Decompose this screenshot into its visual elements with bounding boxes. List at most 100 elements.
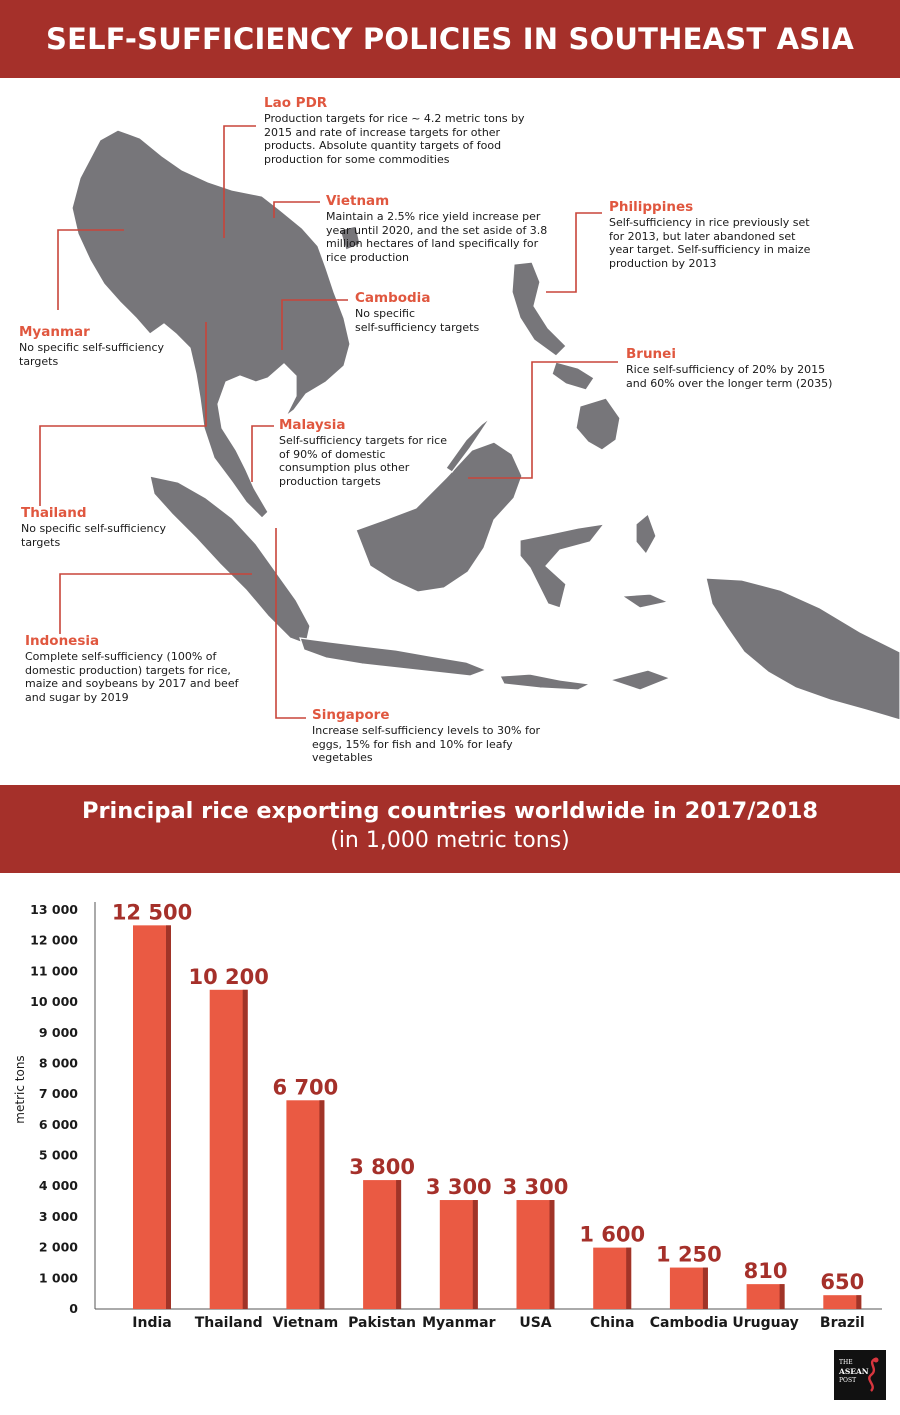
data-label: 1 250 (656, 1243, 722, 1267)
y-tick-label: 6 000 (39, 1117, 78, 1132)
country-name-vietnam: Vietnam (326, 193, 390, 209)
country-desc-lao-4: production for some commodities (264, 152, 450, 166)
y-tick-label: 8 000 (39, 1055, 78, 1070)
bar-shadow-china (626, 1247, 632, 1309)
country-desc-cambodia-1: No specific (355, 307, 416, 320)
country-name-lao: Lao PDR (264, 95, 328, 111)
y-axis-label: metric tons (13, 1055, 27, 1123)
country-name-singapore: Singapore (312, 707, 390, 723)
y-tick-label: 5 000 (39, 1148, 78, 1163)
data-label: 650 (820, 1270, 864, 1294)
country-name-brunei: Brunei (626, 346, 676, 362)
country-desc-philippines-3: year target. Self-sufficiency in maize (609, 243, 811, 257)
country-name-cambodia: Cambodia (355, 290, 431, 306)
country-block-malaysia: Malaysia Self-sufficiency targets for ri… (279, 417, 479, 488)
y-tick-label: 13 000 (30, 902, 78, 917)
leader-line-myanmar (57, 229, 124, 310)
data-label: 3 300 (426, 1175, 492, 1199)
bar-uruguay (746, 1284, 785, 1309)
country-block-singapore: Singapore Increase self-sufficiency leve… (312, 707, 592, 765)
x-tick-label: Pakistan (348, 1315, 416, 1331)
country-desc-philippines-2: for 2013, but later abandoned set (609, 229, 796, 243)
x-tick-label: Vietnam (273, 1315, 339, 1331)
leader-line-brunei (468, 361, 618, 479)
leader-line-cambodia (281, 299, 348, 350)
country-desc-myanmar-1: No specific self-sufficiency (19, 341, 165, 354)
country-block-thailand: Thailand No specific self-sufficiency ta… (21, 505, 211, 549)
data-label: 12 500 (112, 900, 192, 924)
map-land-mainland (71, 129, 351, 519)
country-desc-singapore-2: eggs, 15% for fish and 10% for leafy (312, 737, 513, 751)
country-block-indonesia: Indonesia Complete self-sufficiency (100… (25, 633, 285, 704)
country-block-cambodia: Cambodia No specific self-sufficiency ta… (355, 290, 535, 334)
country-desc-singapore-1: Increase self-sufficiency levels to 30% … (312, 724, 541, 737)
map-land-halmahera (635, 512, 657, 556)
country-desc-vietnam-3: million hectares of land specifically fo… (326, 237, 539, 251)
country-desc-myanmar-2: targets (19, 354, 59, 368)
country-desc-malaysia-4: production targets (279, 474, 381, 488)
country-desc-vietnam-4: rice production (326, 250, 409, 264)
x-tick-label: Uruguay (732, 1315, 798, 1331)
map-land-sunda-islands (499, 673, 593, 691)
chart-title: Principal rice exporting countries world… (81, 798, 819, 824)
country-desc-lao-1: Production targets for rice ~ 4.2 metric… (264, 112, 525, 125)
map-land-papua (705, 577, 900, 721)
country-desc-thailand-1: No specific self-sufficiency (21, 522, 167, 535)
country-desc-vietnam-2: year until 2020, and the set aside of 3.… (326, 223, 548, 237)
southeast-asia-map (39, 125, 900, 721)
header-band: SELF-SUFFICIENCY POLICIES IN SOUTHEAST A… (0, 0, 900, 78)
chart-area: 0 1 000 2 000 3 000 4 000 5 000 6 000 7 000 8 00… (0, 873, 900, 1415)
chart-title-band: Principal rice exporting countries world… (0, 785, 900, 873)
data-label: 810 (744, 1259, 788, 1283)
map-section: Lao PDR Production targets for rice ~ 4.… (0, 78, 900, 785)
country-desc-brunei-2: and 60% over the longer term (2035) (626, 376, 833, 390)
country-desc-thailand-2: targets (21, 535, 61, 549)
bar-vietnam (286, 1100, 325, 1309)
bar-shadow-myanmar (472, 1200, 478, 1309)
map-land-visayas (551, 361, 595, 391)
x-tick-label: Myanmar (422, 1315, 496, 1331)
map-land-timor (607, 669, 672, 691)
country-desc-brunei-1: Rice self-sufficiency of 20% by 2015 (626, 363, 826, 376)
map-land-borneo (355, 441, 523, 593)
x-tick-label: Cambodia (650, 1315, 728, 1331)
country-block-vietnam: Vietnam Maintain a 2.5% rice yield incre… (326, 193, 586, 264)
country-desc-malaysia-2: of 90% of domestic (279, 447, 386, 461)
bar-chart: 0 1 000 2 000 3 000 4 000 5 000 6 000 7 000 8 00… (13, 900, 882, 1331)
bar-shadow-cambodia (702, 1267, 708, 1309)
chart-subtitle: (in 1,000 metric tons) (330, 828, 570, 853)
map-land-mindanao (575, 397, 621, 451)
bar-india (133, 925, 171, 1309)
y-tick-label: 10 000 (30, 994, 78, 1009)
data-label: 3 800 (349, 1155, 415, 1179)
y-tick-label: 2 000 (39, 1240, 78, 1255)
map-land-sumatra (149, 475, 311, 645)
country-desc-indonesia-4: and sugar by 2019 (25, 690, 129, 704)
leader-line-thailand (39, 322, 207, 506)
x-tick-label: Brazil (820, 1315, 865, 1331)
bar-shadow-pakistan (396, 1180, 402, 1309)
country-desc-vietnam-1: Maintain a 2.5% rice yield increase per (326, 210, 541, 223)
country-desc-singapore-3: vegetables (312, 751, 373, 765)
country-name-indonesia: Indonesia (25, 633, 100, 649)
logo-swirl-icon (868, 1357, 879, 1392)
leader-line-malaysia (251, 425, 274, 482)
country-desc-indonesia-3: maize and soybeans by 2017 and beef (25, 677, 239, 691)
country-desc-cambodia-2: self-sufficiency targets (355, 320, 480, 334)
data-label: 3 300 (503, 1175, 569, 1199)
logo-text-post: POST (839, 1377, 857, 1384)
logo-text-asean: ASEAN (839, 1367, 869, 1376)
country-desc-indonesia-1: Complete self-sufficiency (100% of (25, 650, 217, 663)
bar-shadow-thailand (242, 989, 248, 1309)
leader-line-indonesia (59, 573, 252, 634)
country-name-myanmar: Myanmar (19, 324, 90, 340)
data-label: 10 200 (189, 965, 269, 989)
bar-thailand (209, 989, 248, 1309)
map-land-palawan (445, 417, 491, 473)
bar-usa (516, 1200, 555, 1309)
country-desc-malaysia-1: Self-sufficiency targets for rice (279, 434, 447, 447)
bar-brazil (823, 1295, 862, 1309)
leader-line-lao (223, 125, 256, 238)
x-tick-label: USA (519, 1315, 551, 1331)
country-block-myanmar: Myanmar No specific self-sufficiency tar… (19, 324, 209, 368)
